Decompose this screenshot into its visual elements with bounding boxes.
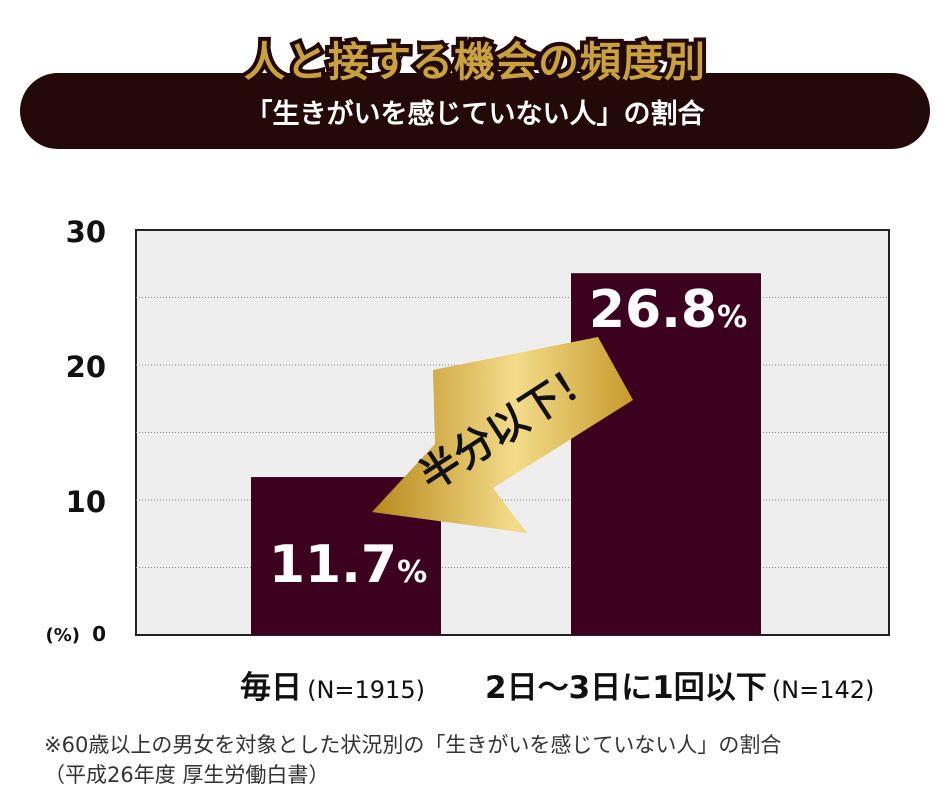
header-banner (20, 73, 930, 149)
chart-title: 人と接する機会の頻度別 (240, 34, 709, 90)
value-label: 26.8% (589, 280, 747, 340)
bar (571, 273, 761, 635)
footnote-line-1: ※60歳以上の男女を対象とした状況別の「生きがいを感じていない人」の割合 (44, 733, 782, 757)
chart-subtitle: 「生きがいを感じていない人」の割合 (245, 99, 705, 130)
annotation-arrow: 半分以下！ (372, 337, 633, 533)
footnote-source: （平成26年度 厚生労働白書） (44, 763, 330, 787)
gridlines (136, 297, 889, 568)
y-axis: 0 10 20 30 (66, 215, 106, 646)
category-label-1: 2日〜3日に1回以下 (N=142) (485, 662, 874, 707)
footnote: ※60歳以上の男女を対象とした状況別の「生きがいを感じていない人」の割合 （平成… (44, 730, 934, 790)
bars (251, 273, 761, 635)
value-labels: 11.7% 26.8% (269, 280, 747, 595)
arrow-body (372, 337, 633, 533)
y-unit-label: (%) (46, 625, 81, 646)
category-label-0: 毎日 (N=1915) (240, 662, 425, 707)
category-name: 2日〜3日に1回以下 (485, 670, 767, 706)
y-tick-label: 0 (92, 622, 106, 646)
sample-size: (N=1915) (307, 676, 425, 704)
sample-size: (N=142) (771, 676, 875, 704)
y-tick-label: 20 (66, 350, 106, 384)
category-name: 毎日 (240, 670, 302, 706)
value-label: 11.7% (269, 535, 427, 595)
y-tick-label: 30 (66, 215, 106, 249)
y-tick-label: 10 (66, 485, 106, 519)
